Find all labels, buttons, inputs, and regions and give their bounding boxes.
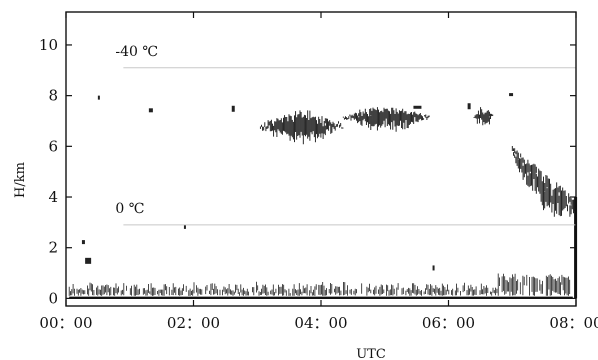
echo-layer (68, 93, 578, 300)
y-axis-title: H/km (13, 162, 28, 198)
y-tick-label: 0 (48, 289, 58, 307)
x-tick-label: 00：00 (39, 314, 92, 332)
echo-strokes (259, 110, 344, 145)
echo-speckle (97, 95, 100, 100)
isotherm-label: -40 ℃ (115, 44, 158, 60)
echo-speckle (509, 93, 514, 97)
echo-region-cloud-layer-a (259, 110, 344, 145)
echo-speckles (81, 93, 514, 271)
y-tick-label: 2 (48, 239, 58, 257)
echo-speckle (231, 105, 235, 112)
echo-speckle (81, 240, 85, 245)
echo-strokes (511, 146, 577, 217)
echo-speckle (432, 265, 435, 271)
isotherm-label: 0 ℃ (115, 201, 144, 217)
y-tick-label: 8 (48, 87, 58, 105)
echo-strokes (342, 107, 430, 132)
echo-speckle (467, 103, 471, 110)
echo-speckle (148, 108, 153, 113)
x-tick-label: 06：00 (422, 314, 475, 332)
echo-region-low-level-echo (68, 273, 573, 300)
echo-speckle (413, 105, 422, 109)
isotherm-layer: -40 ℃ 0 ℃ (115, 44, 576, 226)
echo-speckle (85, 257, 92, 264)
y-tick-label: 4 (48, 188, 58, 206)
echo-strokes (473, 107, 494, 126)
x-tick-label: 08：00 (549, 314, 598, 332)
echo-strokes (68, 273, 571, 296)
tick-layer: 0 2 4 6 8 10 00：00 02：00 04：00 06：00 08：00 (39, 12, 598, 332)
echo-region-cloud-layer-b (342, 107, 430, 132)
echo-region-descending-layer-d (511, 146, 578, 299)
x-tick-label: 02：00 (167, 314, 220, 332)
x-axis-title: UTC (356, 347, 386, 360)
y-tick-label: 6 (48, 137, 58, 155)
x-tick-label: 04：00 (294, 314, 347, 332)
echo-region-cloud-patch-c (473, 107, 494, 126)
echo-speckle (183, 224, 186, 229)
y-tick-label: 10 (39, 36, 58, 54)
